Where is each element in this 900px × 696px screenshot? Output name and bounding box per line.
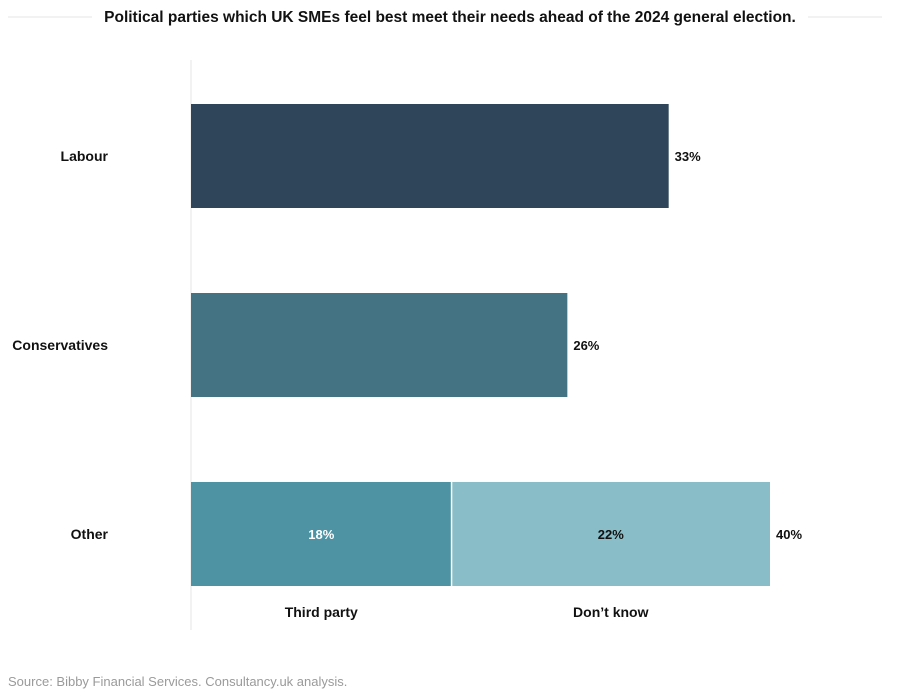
category-label-labour: Labour — [61, 148, 109, 164]
bar-segment-third-party — [191, 482, 452, 586]
value-label-labour: 33% — [675, 149, 701, 164]
bar-conservatives — [191, 293, 568, 397]
chart-title: Political parties which UK SMEs feel bes… — [104, 9, 796, 26]
plot-area: Labour 33% Conservatives 26% Other 18% Third p… — [12, 104, 802, 620]
segment-value-label-don-t-know: 22% — [598, 527, 624, 542]
bar-labour — [191, 104, 669, 208]
segment-name-label-third-party: Third party — [285, 604, 358, 620]
category-label-conservatives: Conservatives — [12, 337, 108, 353]
bar-segment-don-t-know — [451, 482, 770, 586]
value-label-other: 40% — [776, 527, 802, 542]
segment-name-label-don-t-know: Don’t know — [573, 604, 649, 620]
category-label-other: Other — [71, 526, 109, 542]
value-label-conservatives: 26% — [573, 338, 599, 353]
segment-value-label-third-party: 18% — [308, 527, 334, 542]
source-note: Source: Bibby Financial Services. Consul… — [8, 674, 348, 689]
chart: Political parties which UK SMEs feel bes… — [8, 9, 882, 630]
